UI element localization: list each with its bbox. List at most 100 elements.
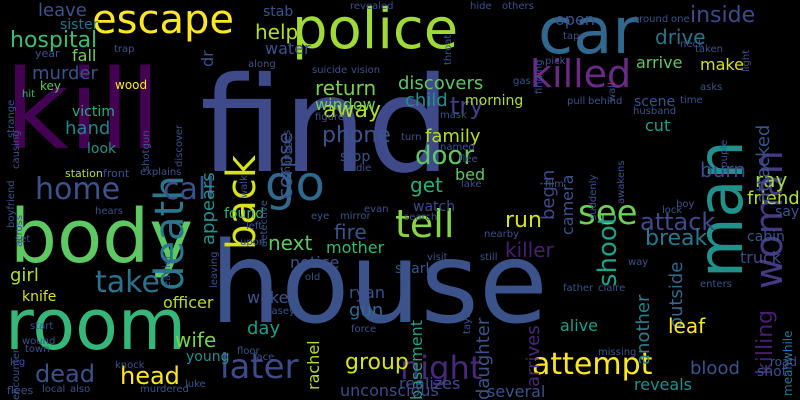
word-burn: burn [700,158,746,182]
word-hit: hit [22,89,36,100]
word-awakens: awakens [616,160,627,204]
word-station: station [65,167,103,180]
word-local: local [42,384,66,395]
word-hears: hears [95,206,123,217]
word-fall: fall [72,46,97,65]
word-dead: dead [35,360,95,388]
word-cabin: cabin [747,229,785,245]
word-body: body [10,194,194,280]
word-face: face [253,352,275,363]
word-stop: stop [340,149,371,165]
word-around: around [633,14,669,25]
word-back: back [219,154,265,250]
word-knock: knock [115,360,145,371]
word-next: next [268,231,313,255]
word-shark: shark [395,261,434,277]
word-look: look [87,141,117,157]
word-die: die [356,163,372,174]
word-go: go [265,156,325,212]
word-hand: hand [65,118,111,139]
word-light: light [741,49,752,72]
word-lock: lock [662,205,683,216]
word-earlier: earlier [162,254,173,287]
word-causing: causing [11,130,22,169]
word-room: room [5,284,187,366]
word-neck: neck [680,39,704,50]
word-town: town [25,344,50,355]
word-left: left [246,221,263,232]
word-attack: attack [640,208,716,236]
word-say: say [775,204,800,220]
word-child: child [405,90,448,111]
word-wake: wake [247,288,289,307]
word-water: water [265,39,311,58]
word-ryan: ryan [349,283,385,302]
word-wall: wall [607,82,618,102]
word-mask: mask [440,110,467,121]
word-leave: leave [38,0,87,21]
word-tape: tape [563,31,586,42]
word-along: along [248,59,276,70]
word-reveals: reveals [634,375,692,394]
word-throat: throat [443,34,454,65]
word-begin: begin [538,169,559,220]
word-family: family [425,126,481,147]
word-make: make [700,55,744,74]
word-attacked: attacked [753,124,774,203]
word-others: others [502,1,534,12]
word-nearby: nearby [484,229,519,240]
word-missing: missing [598,347,637,358]
word-floor: floor [237,346,260,357]
word-turn: turn [401,132,422,143]
word-house: house [210,219,548,349]
word-discovers: discovers [398,73,484,94]
word-gas: gas [513,76,531,87]
word-return: return [315,76,377,100]
word-husband: husband [633,106,677,117]
word-also: also [70,384,91,395]
word-front: front [103,167,130,180]
word-victim: victim [72,104,115,120]
word-shotgun: shotgun [141,130,152,171]
word-film: film [545,179,564,190]
word-lake: lake [461,179,482,190]
word-luke: luke [185,379,206,390]
word-window: window [315,95,376,114]
word-break: break [645,226,708,251]
word-girl: girl [10,265,39,286]
word-still: still [480,252,498,263]
word-road: road [770,355,797,369]
word-wife: wife [175,328,217,352]
word-watch: watch [413,199,456,215]
word-murder: murder [32,63,98,84]
word-father: father [563,283,594,294]
word-eye: eye [311,211,330,222]
word-appears: appears [198,172,219,245]
word-shot: shot [757,364,788,380]
word-escape: escape [92,0,234,43]
word-get: get [410,173,443,197]
word-wound: wound [22,336,56,347]
word-take: take [95,265,160,300]
word-call: call [163,172,215,207]
word-suicide: suicide [312,65,348,76]
word-pull: pull [567,96,586,107]
word-group: group [345,350,409,375]
word-one: one [671,14,690,25]
word-murdered: murdered [140,384,189,395]
word-mother: mother [326,238,385,257]
word-attempt: attempt [532,347,653,382]
word-arrive: arrive [636,53,683,72]
word-tell: tell [395,202,455,246]
word-unconscious: unconscious [340,381,439,400]
word-knife: knife [22,289,57,305]
word-home: home [35,172,121,207]
word-inside: inside [690,3,756,28]
word-sister: sister [60,17,99,33]
word-leg: leg [10,357,26,368]
word-gun: gun [349,300,384,321]
word-help: help [255,20,299,44]
word-find: find [200,49,451,203]
word-explains: explains [140,167,182,178]
word-taylor: taylor [462,305,473,334]
